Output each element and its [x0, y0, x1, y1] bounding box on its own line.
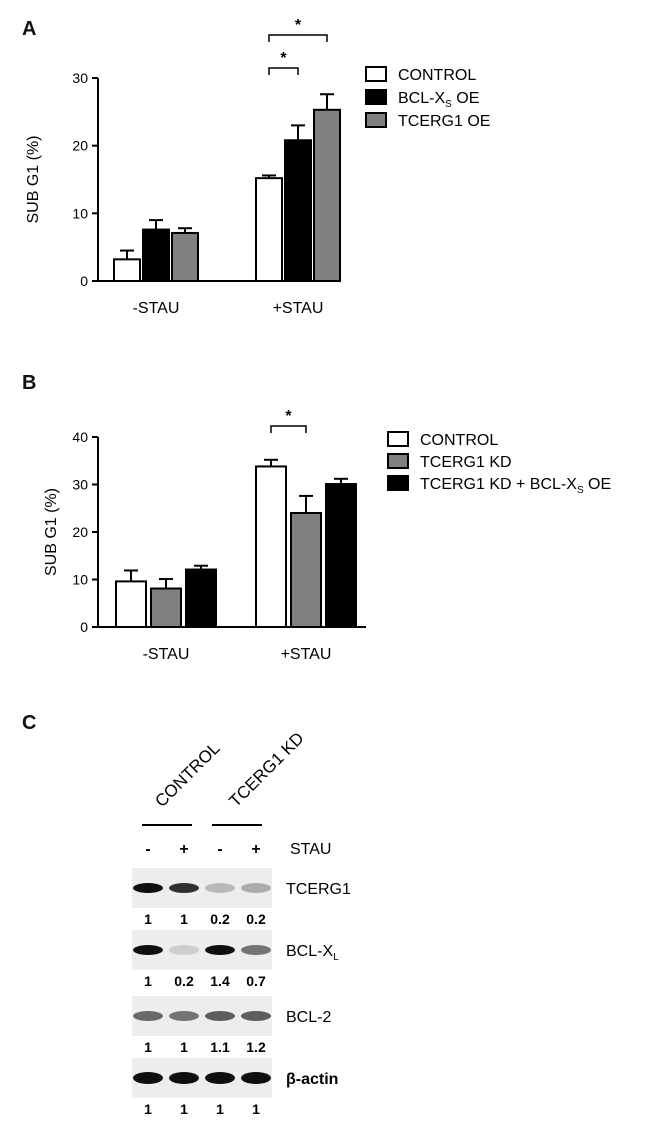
x-category-label: +STAU: [281, 646, 332, 663]
bar: [290, 512, 322, 628]
blot-label: BCL-2: [286, 1009, 331, 1026]
group-label: TCERG1 KD: [225, 729, 307, 811]
panel-a-letter: A: [22, 18, 37, 40]
y-tick-label: 10: [72, 205, 88, 221]
significance-star: *: [280, 50, 287, 67]
legend-swatch: [387, 431, 409, 447]
legend-label: TCERG1 KD: [420, 454, 512, 471]
blot-band: [241, 1011, 271, 1021]
bar: [255, 465, 287, 628]
stau-sign: +: [179, 841, 188, 858]
quant-value: 1: [144, 1039, 152, 1055]
quant-value: 0.2: [246, 911, 266, 927]
legend-label: CONTROL: [420, 432, 498, 449]
bar: [284, 139, 312, 282]
blot-band: [241, 883, 271, 893]
quant-value: 1: [216, 1101, 224, 1117]
chart-b: 0 10 20 30 40 SUB G1 (%) -STAU +STAU * CONTROL TCE…: [43, 408, 611, 663]
panel-b-letter: B: [22, 372, 37, 394]
quant-value: 1: [180, 911, 188, 927]
blot-band: [205, 1011, 235, 1021]
blot-band: [241, 945, 271, 955]
blot-band: [169, 945, 199, 955]
blot-band: [133, 1011, 163, 1021]
blot-band: [133, 883, 163, 893]
chart-a: 0 10 20 30 SUB G1 (%) -STAU +STAU * * CONTROL BCL-…: [25, 17, 490, 317]
quant-value: 1.2: [246, 1039, 266, 1055]
y-axis-label: SUB G1 (%): [25, 135, 42, 223]
significance-bracket: [268, 34, 328, 42]
blot-band: [205, 945, 235, 955]
stau-sign: -: [145, 841, 150, 858]
significance-star: *: [295, 17, 302, 34]
quant-value: 0.2: [174, 973, 194, 989]
legend-label: BCL-XS OE: [398, 90, 479, 110]
blot-band: [205, 883, 235, 893]
blot-band: [169, 883, 199, 893]
legend-swatch: [387, 453, 409, 469]
stau-label: STAU: [290, 841, 331, 858]
legend-label: CONTROL: [398, 67, 476, 84]
quant-value: 1: [144, 973, 152, 989]
y-tick-label: 10: [72, 572, 88, 588]
significance-bracket: [270, 425, 307, 433]
y-tick-label: 20: [72, 524, 88, 540]
group-label: CONTROL: [151, 739, 223, 811]
y-tick-label: 30: [72, 477, 88, 493]
significance-star: *: [285, 408, 292, 425]
quant-value: 1.4: [210, 973, 230, 989]
blot-band: [169, 1072, 199, 1084]
legend-swatch: [387, 475, 409, 491]
panel-c-letter: C: [22, 712, 37, 734]
stau-sign: +: [251, 841, 260, 858]
blot-band: [205, 1072, 235, 1084]
quant-value: 1: [180, 1101, 188, 1117]
quant-value: 0.7: [246, 973, 266, 989]
blot-band: [241, 1072, 271, 1084]
quant-value: 1: [180, 1039, 188, 1055]
legend-swatch: [365, 66, 387, 82]
quant-value: 1: [252, 1101, 260, 1117]
legend-swatch: [365, 112, 387, 128]
bar: [313, 108, 341, 283]
bar: [113, 258, 141, 283]
x-category-label: -STAU: [133, 300, 180, 317]
y-tick-label: 0: [80, 273, 88, 289]
y-tick-label: 20: [72, 138, 88, 154]
bar: [185, 568, 217, 628]
blot-label: β-actin: [286, 1071, 338, 1088]
y-axis-label: SUB G1 (%): [43, 488, 60, 576]
bar: [115, 580, 147, 628]
x-category-label: +STAU: [273, 300, 324, 317]
blot-band: [133, 945, 163, 955]
bar: [171, 231, 199, 282]
legend-label: TCERG1 KD + BCL-XS OE: [420, 476, 611, 496]
legend-swatch: [365, 89, 387, 105]
blot-label: TCERG1: [286, 881, 351, 898]
legend-label: TCERG1 OE: [398, 113, 490, 130]
x-category-label: -STAU: [143, 646, 190, 663]
y-tick-label: 40: [72, 429, 88, 445]
western-blot: CONTROL TCERG1 KD - + - + STAU TCERG1 1 1 0.2 0.2 BC…: [132, 729, 351, 1117]
quant-value: 1.1: [210, 1039, 230, 1055]
blot-label: BCL-XL: [286, 943, 339, 963]
stau-sign: -: [217, 841, 222, 858]
y-tick-label: 30: [72, 70, 88, 86]
blot-band: [169, 1011, 199, 1021]
significance-bracket: [268, 67, 299, 75]
quant-value: 1: [144, 911, 152, 927]
bar: [142, 228, 170, 282]
bar: [325, 483, 357, 629]
y-tick-label: 0: [80, 619, 88, 635]
quant-value: 1: [144, 1101, 152, 1117]
quant-value: 0.2: [210, 911, 230, 927]
bar: [150, 587, 182, 628]
blot-band: [133, 1072, 163, 1084]
bar: [255, 177, 283, 282]
